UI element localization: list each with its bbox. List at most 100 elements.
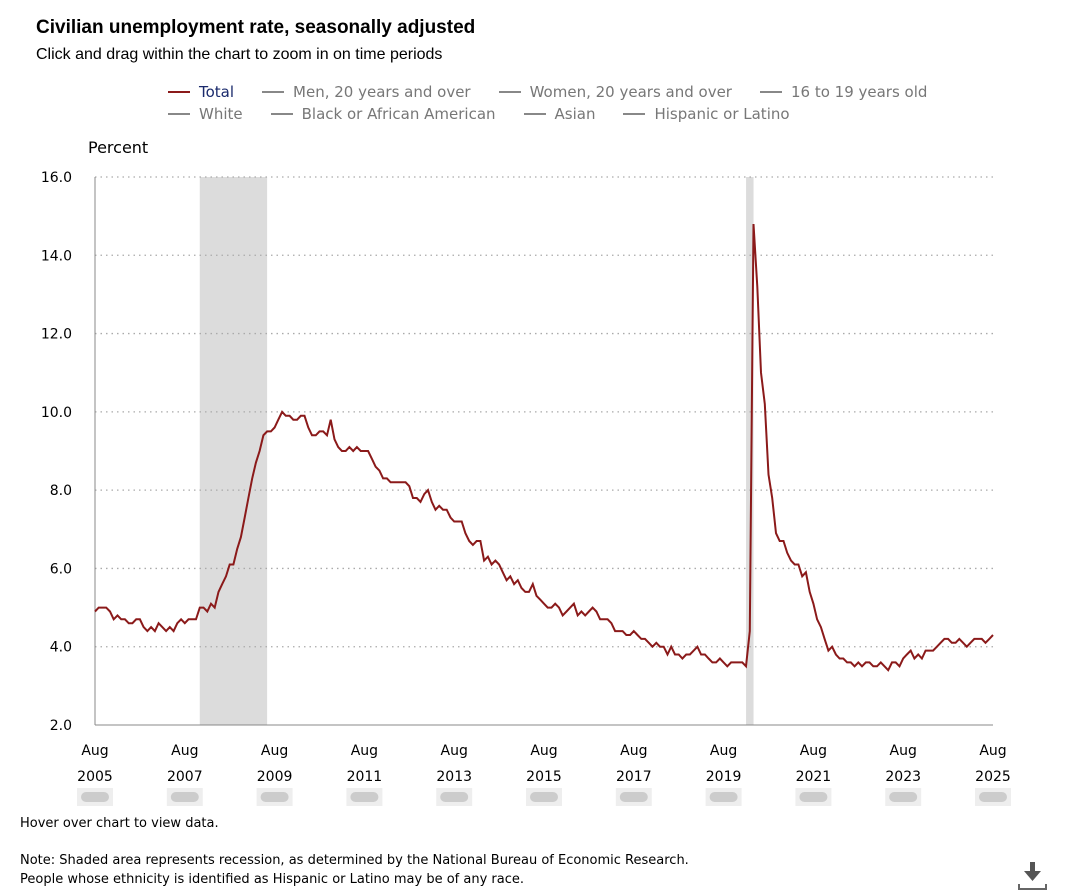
x-tick-handle[interactable]	[260, 792, 289, 802]
data-point[interactable]	[932, 649, 935, 652]
data-point[interactable]	[976, 637, 979, 640]
legend-item-white[interactable]: White	[168, 105, 243, 123]
data-point[interactable]	[355, 445, 358, 448]
x-tick-handle[interactable]	[440, 792, 469, 802]
legend-item-total[interactable]: Total	[168, 83, 234, 101]
data-point[interactable]	[441, 508, 444, 511]
data-point[interactable]	[602, 618, 605, 621]
data-point[interactable]	[146, 629, 149, 632]
data-point[interactable]	[733, 661, 736, 664]
data-point[interactable]	[681, 657, 684, 660]
data-point[interactable]	[935, 645, 938, 648]
data-point[interactable]	[703, 653, 706, 656]
data-point[interactable]	[920, 657, 923, 660]
data-point[interactable]	[120, 618, 123, 621]
data-point[interactable]	[774, 532, 777, 535]
data-point[interactable]	[509, 575, 512, 578]
data-point[interactable]	[864, 661, 867, 664]
data-point[interactable]	[183, 622, 186, 625]
data-point[interactable]	[872, 665, 875, 668]
data-point[interactable]	[913, 657, 916, 660]
data-point[interactable]	[759, 371, 762, 374]
data-point[interactable]	[831, 645, 834, 648]
data-point[interactable]	[636, 633, 639, 636]
data-point[interactable]	[415, 496, 418, 499]
data-point[interactable]	[711, 661, 714, 664]
data-point[interactable]	[239, 536, 242, 539]
data-point[interactable]	[310, 434, 313, 437]
x-tick-handle[interactable]	[709, 792, 738, 802]
data-point[interactable]	[359, 449, 362, 452]
data-point[interactable]	[947, 637, 950, 640]
data-point[interactable]	[576, 614, 579, 617]
data-point[interactable]	[127, 622, 130, 625]
data-point[interactable]	[236, 547, 239, 550]
data-point[interactable]	[763, 402, 766, 405]
data-point[interactable]	[179, 618, 182, 621]
data-point[interactable]	[643, 637, 646, 640]
data-point[interactable]	[498, 563, 501, 566]
data-point[interactable]	[453, 520, 456, 523]
data-point[interactable]	[797, 563, 800, 566]
data-point[interactable]	[221, 582, 224, 585]
data-point[interactable]	[898, 665, 901, 668]
data-point[interactable]	[700, 653, 703, 656]
data-point[interactable]	[961, 641, 964, 644]
data-point[interactable]	[666, 653, 669, 656]
data-point[interactable]	[333, 438, 336, 441]
data-point[interactable]	[284, 414, 287, 417]
data-point[interactable]	[752, 222, 755, 225]
data-point[interactable]	[827, 649, 830, 652]
x-tick-handle[interactable]	[979, 792, 1007, 802]
data-point[interactable]	[546, 606, 549, 609]
data-point[interactable]	[860, 665, 863, 668]
data-point[interactable]	[823, 637, 826, 640]
data-point[interactable]	[456, 520, 459, 523]
data-point[interactable]	[93, 610, 96, 613]
legend-item-teens[interactable]: 16 to 19 years old	[759, 83, 927, 101]
data-point[interactable]	[142, 626, 145, 629]
x-tick-handle[interactable]	[170, 792, 199, 802]
data-point[interactable]	[572, 602, 575, 605]
data-point[interactable]	[524, 590, 527, 593]
data-point[interactable]	[187, 618, 190, 621]
data-point[interactable]	[288, 414, 291, 417]
data-point[interactable]	[258, 449, 261, 452]
data-point[interactable]	[591, 606, 594, 609]
data-point[interactable]	[494, 559, 497, 562]
data-point[interactable]	[408, 485, 411, 488]
data-point[interactable]	[396, 481, 399, 484]
data-point[interactable]	[819, 626, 822, 629]
data-point[interactable]	[838, 657, 841, 660]
data-point[interactable]	[610, 622, 613, 625]
data-point[interactable]	[382, 477, 385, 480]
data-point[interactable]	[483, 559, 486, 562]
data-point[interactable]	[475, 539, 478, 542]
data-point[interactable]	[131, 622, 134, 625]
data-point[interactable]	[512, 582, 515, 585]
data-point[interactable]	[404, 481, 407, 484]
data-point[interactable]	[812, 602, 815, 605]
x-tick-handle[interactable]	[81, 792, 109, 802]
data-point[interactable]	[939, 641, 942, 644]
data-point[interactable]	[232, 563, 235, 566]
data-point[interactable]	[527, 590, 530, 593]
data-point[interactable]	[153, 629, 156, 632]
data-point[interactable]	[969, 641, 972, 644]
data-point[interactable]	[748, 629, 751, 632]
data-point[interactable]	[726, 665, 729, 668]
data-point[interactable]	[617, 629, 620, 632]
data-point[interactable]	[385, 477, 388, 480]
data-point[interactable]	[449, 516, 452, 519]
data-point[interactable]	[984, 641, 987, 644]
data-point[interactable]	[677, 653, 680, 656]
data-point[interactable]	[172, 629, 175, 632]
data-point[interactable]	[640, 637, 643, 640]
x-tick-handle[interactable]	[530, 792, 558, 802]
data-point[interactable]	[138, 618, 141, 621]
data-point[interactable]	[789, 559, 792, 562]
data-point[interactable]	[161, 626, 164, 629]
data-point[interactable]	[662, 645, 665, 648]
data-point[interactable]	[771, 496, 774, 499]
data-point[interactable]	[135, 618, 138, 621]
